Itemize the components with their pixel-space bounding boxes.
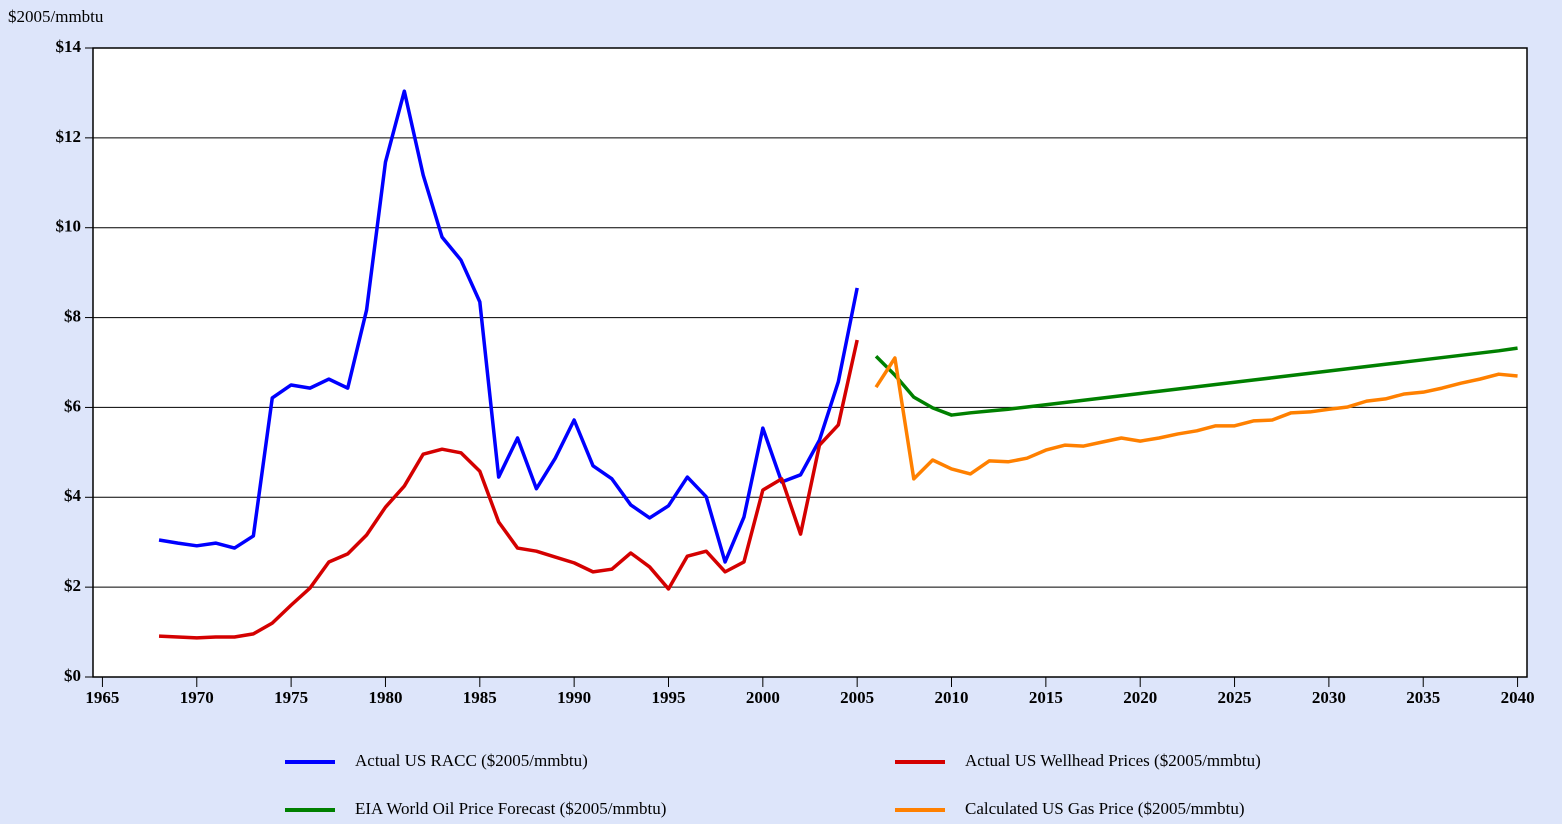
series-line xyxy=(874,356,1518,481)
y-axis-label: $2005/mmbtu xyxy=(8,7,104,26)
legend-label: Actual US Wellhead Prices ($2005/mmbtu) xyxy=(965,751,1261,770)
plot-area xyxy=(92,47,1528,678)
x-tick-label: 2020 xyxy=(1123,688,1157,707)
x-tick-label: 1970 xyxy=(180,688,214,707)
series-line xyxy=(874,346,1518,417)
x-tick-label: 2010 xyxy=(935,688,969,707)
legend-label: Calculated US Gas Price ($2005/mmbtu) xyxy=(965,799,1245,818)
x-tick-label: 1965 xyxy=(85,688,119,707)
x-tick-label: 2040 xyxy=(1501,688,1535,707)
x-tick-label: 1980 xyxy=(368,688,402,707)
y-tick-label: $14 xyxy=(56,37,82,56)
x-tick-label: 1990 xyxy=(557,688,591,707)
y-tick-label: $8 xyxy=(64,306,81,325)
y-tick-label: $2 xyxy=(64,576,81,595)
series-line xyxy=(158,339,859,640)
y-tick-label: $0 xyxy=(64,666,81,685)
x-tick-label: 1975 xyxy=(274,688,308,707)
y-tick-label: $12 xyxy=(56,127,82,146)
x-tick-label: 2035 xyxy=(1406,688,1440,707)
y-tick-label: $4 xyxy=(64,486,82,505)
x-tick-label: 2025 xyxy=(1218,688,1252,707)
legend-label: EIA World Oil Price Forecast ($2005/mmbt… xyxy=(355,799,666,818)
y-tick-label: $6 xyxy=(64,396,81,415)
x-tick-label: 2005 xyxy=(840,688,874,707)
x-tick-label: 1985 xyxy=(463,688,497,707)
x-tick-label: 2030 xyxy=(1312,688,1346,707)
legend-label: Actual US RACC ($2005/mmbtu) xyxy=(355,751,588,770)
y-tick-label: $10 xyxy=(56,217,82,236)
x-tick-label: 2000 xyxy=(746,688,780,707)
x-tick-label: 2015 xyxy=(1029,688,1063,707)
x-tick-label: 1995 xyxy=(651,688,685,707)
series-line xyxy=(158,89,859,564)
